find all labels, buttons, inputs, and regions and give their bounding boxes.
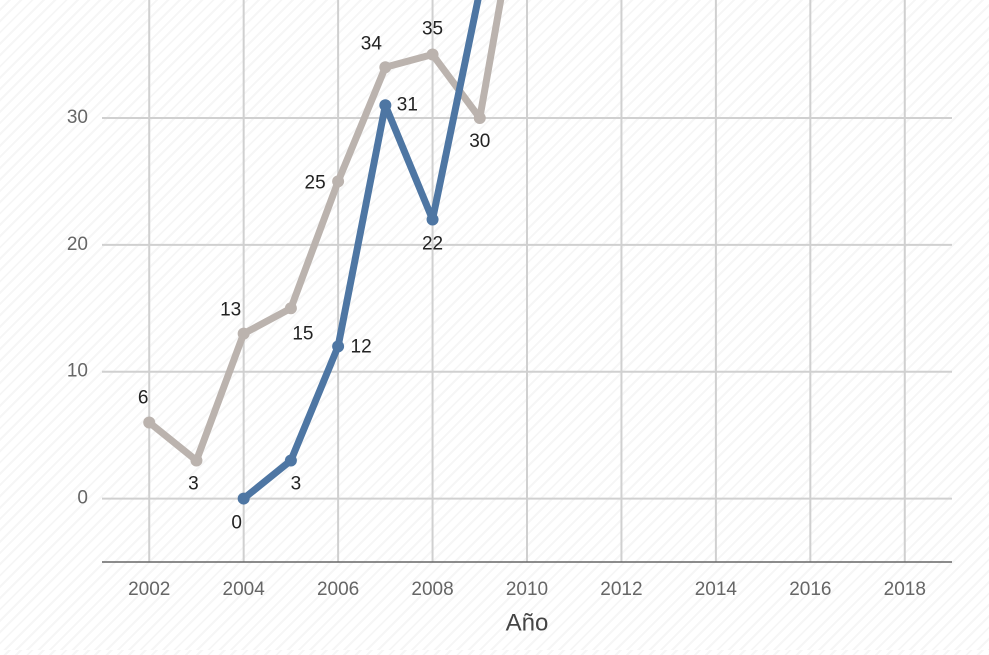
- point: [284, 454, 297, 467]
- x-tick-label: 2012: [600, 579, 642, 600]
- point: [379, 99, 392, 112]
- y-tick-label: 0: [77, 488, 88, 509]
- x-tick-label: 2014: [695, 579, 738, 600]
- data-label: 25: [305, 172, 326, 193]
- point: [473, 111, 486, 124]
- point: [237, 327, 250, 340]
- point: [332, 340, 345, 353]
- data-label: 3: [188, 474, 199, 495]
- x-tick-label: 2008: [411, 579, 453, 600]
- point: [237, 492, 250, 505]
- series-line: [241, 0, 482, 502]
- data-label: 0: [231, 513, 242, 534]
- x-tick-label: 2016: [789, 579, 831, 600]
- data-label: 31: [397, 94, 418, 115]
- data-label: 30: [469, 131, 490, 152]
- x-axis-title: Año: [506, 609, 549, 636]
- data-label: 3: [291, 474, 302, 495]
- x-tick-label: 2018: [884, 579, 926, 600]
- x-tick-label: 2002: [128, 579, 170, 600]
- data-label: 6: [138, 387, 149, 408]
- x-tick-label: 2006: [317, 579, 359, 600]
- data-label: 34: [361, 33, 383, 54]
- point: [426, 48, 439, 61]
- y-tick-label: 30: [67, 107, 88, 128]
- point: [190, 454, 203, 467]
- lines: 6 3 13 15 25 34 35 30 0 3 12 31 22: [138, 0, 505, 534]
- y-tick-label: 10: [67, 361, 88, 382]
- point: [143, 416, 156, 429]
- data-label: 15: [292, 323, 313, 344]
- x-tick-label: 2010: [506, 579, 548, 600]
- point: [332, 175, 345, 188]
- data-label: 13: [220, 300, 241, 321]
- point: [379, 61, 392, 74]
- x-tick-label: 2004: [223, 579, 266, 600]
- data-label: 35: [422, 19, 443, 40]
- point: [284, 302, 297, 315]
- y-tick-label: 20: [67, 234, 88, 255]
- data-label: 22: [422, 233, 443, 254]
- point: [426, 213, 439, 226]
- data-label: 12: [351, 336, 372, 357]
